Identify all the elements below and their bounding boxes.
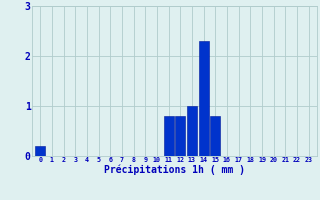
Bar [164,116,173,156]
Bar [187,106,197,156]
Bar [35,146,45,156]
Bar [175,116,185,156]
Bar [199,41,209,156]
Bar [210,116,220,156]
X-axis label: Précipitations 1h ( mm ): Précipitations 1h ( mm ) [104,165,245,175]
